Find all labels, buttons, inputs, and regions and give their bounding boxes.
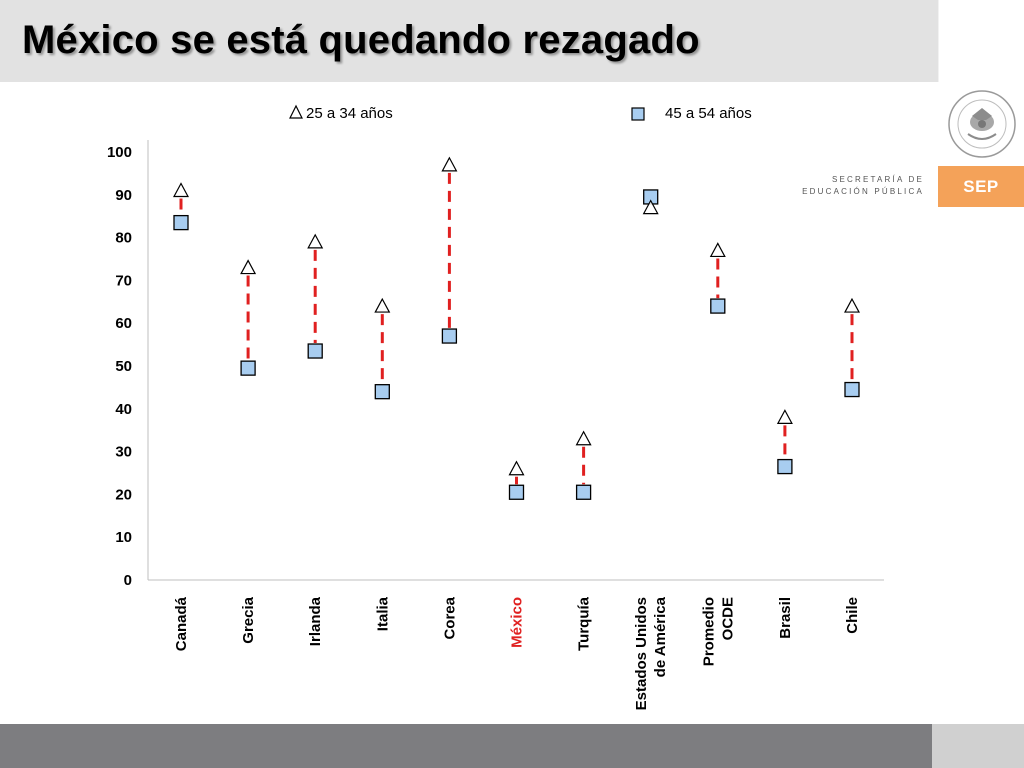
point-25-34 — [575, 430, 592, 446]
seal-icon — [948, 90, 1016, 158]
page-title: México se está quedando rezagado — [22, 18, 700, 62]
point-25-34 — [508, 460, 525, 476]
y-tick-label: 30 — [115, 444, 132, 461]
point-45-54 — [441, 328, 458, 344]
ministry-name-line1: SECRETARÍA DE — [831, 175, 924, 184]
point-25-34 — [172, 182, 190, 198]
y-tick-label: 70 — [115, 272, 132, 289]
sep-logo-badge: SEP — [938, 166, 1024, 207]
y-tick-label: 10 — [115, 529, 132, 546]
y-tick-label: 100 — [107, 144, 132, 161]
legend-triangle-icon — [289, 104, 303, 119]
x-category-label: Brasil — [777, 597, 794, 639]
x-category-label: de América — [652, 596, 669, 677]
point-25-34 — [709, 242, 726, 258]
point-25-34 — [441, 156, 458, 172]
y-tick-label: 50 — [115, 358, 132, 375]
ministry-name: SECRETARÍA DE EDUCACIÓN PÚBLICA — [802, 174, 924, 198]
x-category-label: Irlanda — [307, 596, 324, 646]
title-bar: México se está quedando rezagado — [0, 0, 938, 82]
point-45-54 — [508, 484, 525, 500]
ministry-name-line2: EDUCACIÓN PÚBLICA — [802, 187, 924, 196]
y-tick-label: 80 — [115, 230, 132, 247]
x-category-label: Canadá — [173, 596, 190, 651]
x-category-label: OCDE — [719, 597, 736, 640]
y-tick-label: 40 — [115, 401, 132, 418]
point-45-54 — [575, 484, 592, 500]
point-25-34 — [374, 297, 391, 313]
x-category-label: Chile — [844, 597, 861, 634]
chart-legend: 25 a 34 años 45 a 54 años — [289, 104, 752, 122]
point-25-34 — [776, 409, 793, 424]
point-25-34 — [240, 259, 257, 275]
y-tick-label: 60 — [115, 315, 132, 332]
point-25-34 — [307, 233, 324, 249]
chart: 0 10 20 30 40 50 60 70 80 90 100 Canadá Grecia Irland… — [107, 104, 884, 710]
y-tick-label: 20 — [115, 486, 132, 503]
legend-label-45-54: 45 a 54 años — [665, 105, 752, 122]
point-45-54 — [307, 343, 323, 359]
point-45-54 — [710, 298, 726, 314]
point-45-54 — [240, 360, 256, 376]
point-45-54 — [374, 384, 390, 400]
y-tick-label: 90 — [115, 187, 132, 204]
point-25-34 — [843, 297, 861, 313]
point-45-54 — [777, 458, 793, 475]
point-25-34 — [642, 199, 659, 215]
y-tick-label: 0 — [124, 572, 132, 589]
x-category-label: México — [509, 597, 526, 648]
point-45-54 — [844, 381, 860, 398]
footer-bar — [0, 724, 932, 768]
footer-corner — [932, 724, 1024, 768]
point-45-54 — [173, 214, 189, 231]
legend-square-icon — [631, 107, 645, 121]
x-category-label: Corea — [441, 596, 458, 639]
x-category-label: Italia — [374, 596, 391, 631]
x-category-label: Promedio — [700, 597, 717, 666]
x-category-label: Turquía — [576, 596, 593, 651]
legend-label-25-34: 25 a 34 años — [306, 105, 393, 122]
x-category-label: Grecia — [240, 596, 257, 643]
x-category-label: Estados Unidos — [633, 597, 650, 710]
